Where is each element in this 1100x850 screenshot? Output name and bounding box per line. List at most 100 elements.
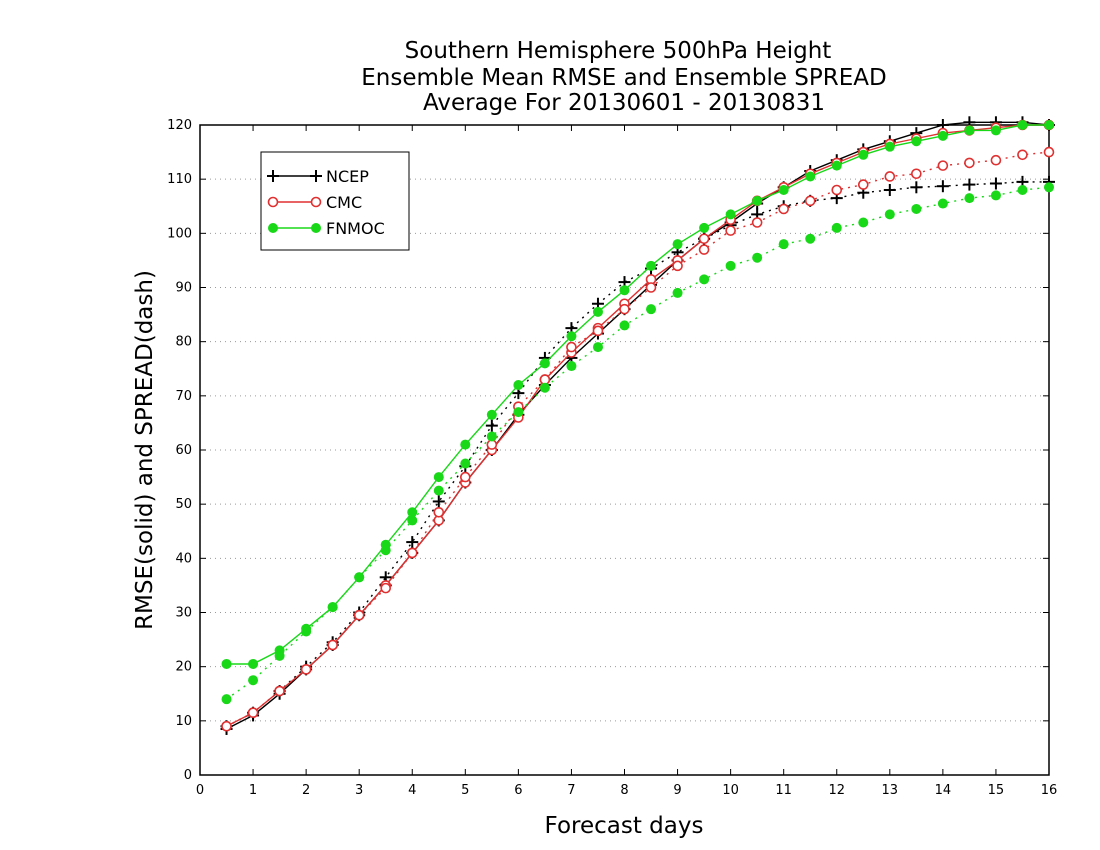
legend: NCEP CMC FNMOC xyxy=(260,151,410,251)
point-fnmoc-spread-3 xyxy=(301,626,312,637)
chart-title-line-1: Southern Hemisphere 500hPa Height xyxy=(405,38,832,64)
legend-marker-right-fnmoc xyxy=(311,223,321,233)
point-fnmoc-spread-29 xyxy=(990,190,1001,201)
point-fnmoc-spread-28 xyxy=(964,193,975,204)
point-fnmoc-spread-27 xyxy=(937,198,948,209)
point-ncep-spread-25 xyxy=(883,184,896,196)
point-cmc-spread-24 xyxy=(857,179,869,190)
point-ncep-spread-10 xyxy=(485,419,498,432)
x-tick-label-3: 3 xyxy=(355,783,363,798)
legend-label-ncep: NCEP xyxy=(326,167,369,186)
y-tick-label-100: 100 xyxy=(167,226,192,241)
point-fnmoc-rmse-18 xyxy=(699,222,710,233)
legend-box xyxy=(260,151,410,251)
x-tick-label-11: 11 xyxy=(775,783,792,798)
point-cmc-spread-22 xyxy=(804,195,816,207)
point-fnmoc-spread-22 xyxy=(805,233,816,244)
point-cmc-spread-7 xyxy=(406,547,418,559)
point-fnmoc-spread-25 xyxy=(884,209,895,220)
point-cmc-spread-23 xyxy=(831,184,843,196)
point-fnmoc-rmse-16 xyxy=(646,260,657,271)
point-cmc-spread-1 xyxy=(247,707,259,719)
point-fnmoc-rmse-7 xyxy=(407,507,418,518)
y-tick-label-50: 50 xyxy=(175,497,192,512)
y-tick-label-90: 90 xyxy=(175,281,192,296)
point-fnmoc-spread-5 xyxy=(354,572,365,583)
point-fnmoc-spread-24 xyxy=(858,217,869,228)
point-fnmoc-rmse-29 xyxy=(990,125,1001,136)
x-axis-label: Forecast days xyxy=(545,813,704,839)
y-tick-label-10: 10 xyxy=(175,714,192,729)
chart-title-line-3: Average For 20130601 - 20130831 xyxy=(423,90,825,116)
x-tick-label-12: 12 xyxy=(828,783,845,798)
point-fnmoc-spread-1 xyxy=(248,675,259,686)
point-fnmoc-spread-30 xyxy=(1017,185,1028,195)
series-fnmoc-spread xyxy=(221,182,1054,705)
point-cmc-spread-20 xyxy=(751,217,763,228)
point-fnmoc-spread-23 xyxy=(831,222,842,233)
point-fnmoc-rmse-26 xyxy=(911,136,922,147)
point-cmc-spread-29 xyxy=(990,154,1002,166)
line-ncep-spread xyxy=(226,181,1049,727)
point-fnmoc-rmse-19 xyxy=(725,209,736,220)
point-fnmoc-rmse-25 xyxy=(884,141,895,152)
point-cmc-spread-27 xyxy=(937,160,949,171)
series-cmc-spread xyxy=(221,146,1055,732)
point-cmc-spread-17 xyxy=(672,260,683,272)
chart-title-line-2: Ensemble Mean RMSE and Ensemble SPREAD xyxy=(361,65,886,91)
x-tick-label-15: 15 xyxy=(988,783,1005,798)
point-ncep-spread-28 xyxy=(963,178,976,191)
x-tick-label-13: 13 xyxy=(882,783,899,798)
x-tick-label-0: 0 xyxy=(196,783,204,798)
x-tick-label-8: 8 xyxy=(620,783,628,798)
point-fnmoc-spread-20 xyxy=(752,252,763,263)
point-fnmoc-rmse-14 xyxy=(592,306,603,317)
x-tick-label-7: 7 xyxy=(567,783,575,798)
point-fnmoc-spread-19 xyxy=(725,260,736,271)
point-fnmoc-rmse-8 xyxy=(433,472,444,483)
point-fnmoc-spread-14 xyxy=(592,342,603,353)
point-cmc-spread-3 xyxy=(300,664,312,675)
point-fnmoc-rmse-13 xyxy=(566,331,577,342)
point-fnmoc-rmse-0 xyxy=(221,658,232,669)
y-tick-label-40: 40 xyxy=(175,551,192,566)
point-fnmoc-spread-10 xyxy=(486,431,497,442)
point-fnmoc-spread-21 xyxy=(778,239,789,250)
x-tick-label-9: 9 xyxy=(673,783,681,798)
point-cmc-spread-0 xyxy=(221,720,232,732)
point-ncep-spread-7 xyxy=(406,536,419,549)
point-fnmoc-rmse-1 xyxy=(248,658,259,669)
y-tick-label-30: 30 xyxy=(175,606,192,621)
legend-marker-left-cmc xyxy=(267,196,279,208)
point-fnmoc-spread-17 xyxy=(672,287,683,298)
grid-lines xyxy=(200,178,1049,722)
point-cmc-spread-4 xyxy=(327,639,338,651)
point-ncep-spread-29 xyxy=(989,177,1002,190)
point-fnmoc-rmse-31 xyxy=(1044,120,1054,130)
point-fnmoc-rmse-22 xyxy=(805,171,816,182)
point-fnmoc-rmse-9 xyxy=(460,439,471,450)
point-fnmoc-spread-16 xyxy=(646,304,657,315)
point-cmc-spread-16 xyxy=(645,282,657,293)
y-tick-label-80: 80 xyxy=(175,335,192,350)
x-tick-label-6: 6 xyxy=(514,783,522,798)
x-tick-label-2: 2 xyxy=(302,783,310,798)
point-fnmoc-spread-4 xyxy=(327,602,338,613)
series-layer xyxy=(220,116,1055,735)
y-tick-label-110: 110 xyxy=(167,172,192,187)
legend-label-cmc: CMC xyxy=(326,193,362,212)
point-cmc-spread-28 xyxy=(964,157,975,169)
point-fnmoc-spread-18 xyxy=(699,274,710,285)
point-fnmoc-spread-12 xyxy=(539,382,550,393)
y-tick-label-20: 20 xyxy=(175,660,192,675)
point-cmc-spread-30 xyxy=(1017,149,1028,161)
legend-marker-right-ncep xyxy=(310,170,322,182)
point-fnmoc-spread-2 xyxy=(274,650,285,661)
point-fnmoc-rmse-15 xyxy=(619,285,630,296)
point-cmc-spread-9 xyxy=(460,471,471,483)
point-cmc-spread-8 xyxy=(433,506,445,518)
point-fnmoc-rmse-17 xyxy=(672,239,683,250)
point-cmc-spread-13 xyxy=(566,341,577,353)
point-fnmoc-rmse-30 xyxy=(1017,120,1028,130)
